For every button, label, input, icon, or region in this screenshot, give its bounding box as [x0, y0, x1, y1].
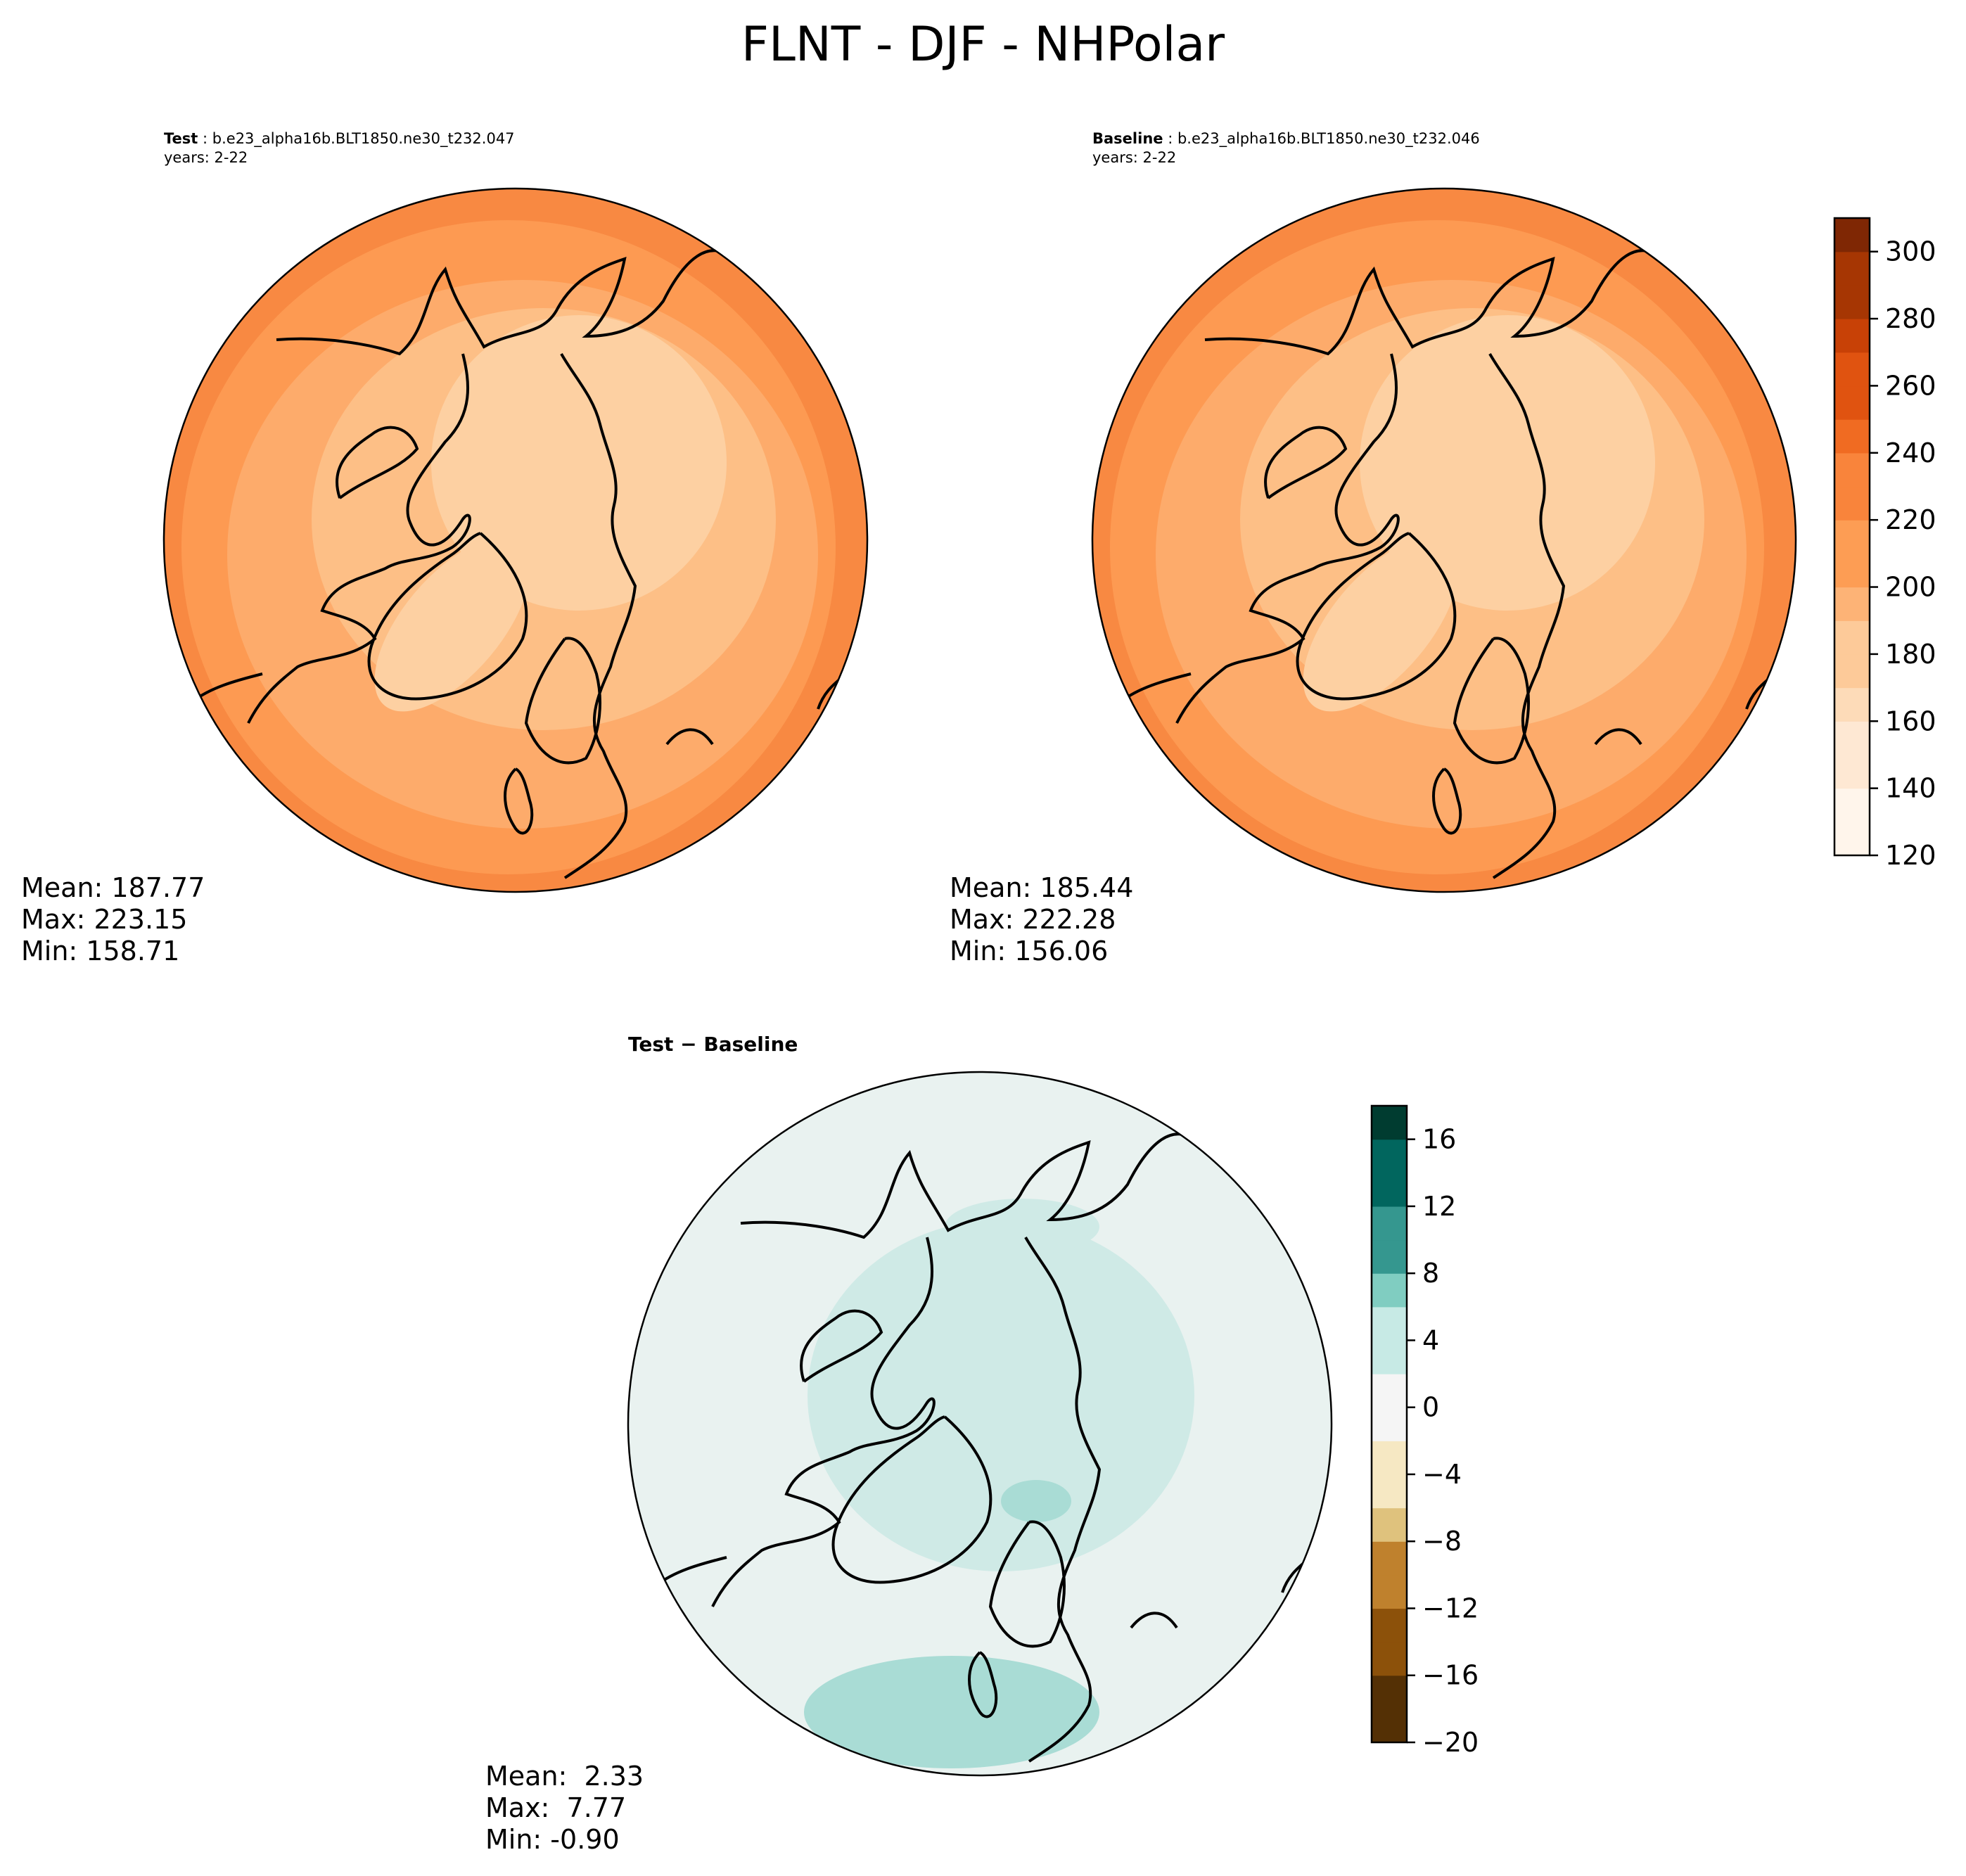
test-stats: Mean: 187.77 Max: 223.15 Min: 158.71	[21, 872, 205, 967]
diff-colorbar: −20 −16 −12 −8 −4 0 4 8 12 16	[1370, 1104, 1479, 1758]
colorbar-band	[1372, 1541, 1407, 1576]
baseline-mean: Mean: 185.44	[950, 872, 1134, 903]
colorbar-band	[1834, 319, 1870, 353]
diff-stats: Mean: 2.33 Max: 7.77 Min: -0.90	[485, 1761, 644, 1856]
colorbar-band	[1834, 520, 1870, 554]
colorbar-band	[1372, 1340, 1407, 1374]
map-boundary	[162, 187, 869, 893]
colorbar-tick-label: 4	[1422, 1325, 1439, 1355]
test-label: Test	[164, 130, 198, 147]
abs-colorbar: 120 140 160 180 200 220 240 260 280 300	[1833, 217, 1936, 871]
colorbar-tick-label: 280	[1885, 303, 1936, 334]
colorbar-frame	[1833, 217, 1871, 857]
colorbar-band	[1372, 1106, 1407, 1140]
field-pos-central	[808, 1220, 1194, 1571]
colorbar-band	[1372, 1239, 1407, 1274]
colorbar-band	[1372, 1139, 1407, 1173]
colorbar-band	[1372, 1173, 1407, 1207]
colorbar-band	[1834, 285, 1870, 319]
baseline-label: Baseline	[1092, 130, 1163, 147]
colorbar-tick-label: 240	[1885, 438, 1936, 468]
map-boundary	[1091, 187, 1797, 893]
field-greenland	[1303, 537, 1459, 712]
colorbar-band	[1834, 385, 1870, 420]
baseline-min: Min: 156.06	[950, 936, 1109, 966]
colorbar-tick-label: −4	[1422, 1459, 1462, 1490]
baseline-stats: Mean: 185.44 Max: 222.28 Min: 156.06	[950, 872, 1133, 967]
colorbar-tick-label: 8	[1422, 1258, 1439, 1289]
test-panel-title: Test : b.e23_alpha16b.BLT1850.ne30_t232.…	[164, 130, 515, 166]
figure-title: FLNT - DJF - NHPolar	[741, 17, 1225, 72]
colorbar-tick-label: 140	[1885, 773, 1936, 804]
colorbar-band	[1372, 1407, 1407, 1441]
test-max: Max: 223.15	[21, 904, 188, 935]
colorbar-band	[1372, 1507, 1407, 1542]
colorbar-band	[1372, 1474, 1407, 1509]
colorbar-band	[1372, 1306, 1407, 1341]
colorbar-band	[1834, 687, 1870, 722]
diff-map	[627, 1071, 1333, 1777]
colorbar-band	[1372, 1441, 1407, 1475]
field-pos-barents	[1001, 1480, 1071, 1522]
test-years: years: 2-22	[164, 149, 248, 166]
colorbar-tick-label: −20	[1422, 1727, 1479, 1758]
colorbar-band	[1372, 1675, 1407, 1709]
baseline-case: b.e23_alpha16b.BLT1850.ne30_t232.046	[1177, 130, 1480, 147]
field-pos-north	[945, 1199, 1099, 1255]
colorbar-tick-label: 180	[1885, 639, 1936, 670]
colorbar-tick-label: 200	[1885, 572, 1936, 603]
colorbar-tick-label: 260	[1885, 370, 1936, 401]
colorbar-frame	[1370, 1104, 1408, 1744]
colorbar-band	[1834, 653, 1870, 689]
colorbar-tick-label: −8	[1422, 1526, 1462, 1557]
colorbar-band	[1834, 486, 1870, 521]
colorbar-tick-label: −12	[1422, 1593, 1479, 1623]
baseline-map	[1091, 187, 1797, 893]
test-min: Min: 158.71	[21, 936, 180, 966]
colorbar-band	[1834, 788, 1870, 822]
field-core	[1360, 315, 1655, 611]
colorbar-band	[1372, 1206, 1407, 1241]
colorbar-band	[1834, 553, 1870, 588]
test-case: b.e23_alpha16b.BLT1850.ne30_t232.047	[212, 130, 515, 147]
colorbar-band	[1372, 1642, 1407, 1676]
field-greenland	[374, 537, 530, 712]
colorbar-tick-label: 120	[1885, 840, 1936, 871]
field-core	[431, 315, 727, 611]
diff-mean: Mean: 2.33	[485, 1761, 644, 1792]
diff-panel-title: Test − Baseline	[628, 1033, 798, 1056]
diff-max: Max: 7.77	[485, 1792, 627, 1823]
map-boundary	[627, 1071, 1333, 1777]
colorbar-band	[1372, 1273, 1407, 1308]
colorbar-band	[1834, 419, 1870, 454]
colorbar-band	[1834, 822, 1870, 856]
diff-min: Min: -0.90	[485, 1824, 620, 1855]
colorbar-tick-label: 220	[1885, 504, 1936, 535]
colorbar-tick-label: 0	[1422, 1392, 1439, 1423]
colorbar-band	[1834, 587, 1870, 621]
colorbar-band	[1834, 721, 1870, 755]
colorbar-band	[1834, 218, 1870, 253]
colorbar-band	[1372, 1574, 1407, 1609]
colorbar-band	[1372, 1709, 1407, 1743]
baseline-max: Max: 222.28	[950, 904, 1116, 935]
colorbar-tick-label: 300	[1885, 236, 1936, 267]
colorbar-band	[1834, 251, 1870, 286]
test-map	[162, 187, 869, 893]
colorbar-band	[1372, 1608, 1407, 1642]
colorbar-tick-label: −16	[1422, 1660, 1479, 1691]
colorbar-tick-label: 160	[1885, 706, 1936, 736]
colorbar-band	[1834, 754, 1870, 789]
colorbar-tick-label: 16	[1422, 1124, 1456, 1155]
colorbar-tick-label: 12	[1422, 1191, 1456, 1222]
field-pos-south	[804, 1656, 1099, 1768]
test-mean: Mean: 187.77	[21, 872, 205, 903]
colorbar-band	[1834, 452, 1870, 487]
colorbar-band	[1834, 352, 1870, 387]
baseline-years: years: 2-22	[1092, 149, 1177, 166]
colorbar-band	[1372, 1374, 1407, 1408]
baseline-panel-title: Baseline : b.e23_alpha16b.BLT1850.ne30_t…	[1092, 130, 1480, 166]
colorbar-band	[1834, 620, 1870, 655]
